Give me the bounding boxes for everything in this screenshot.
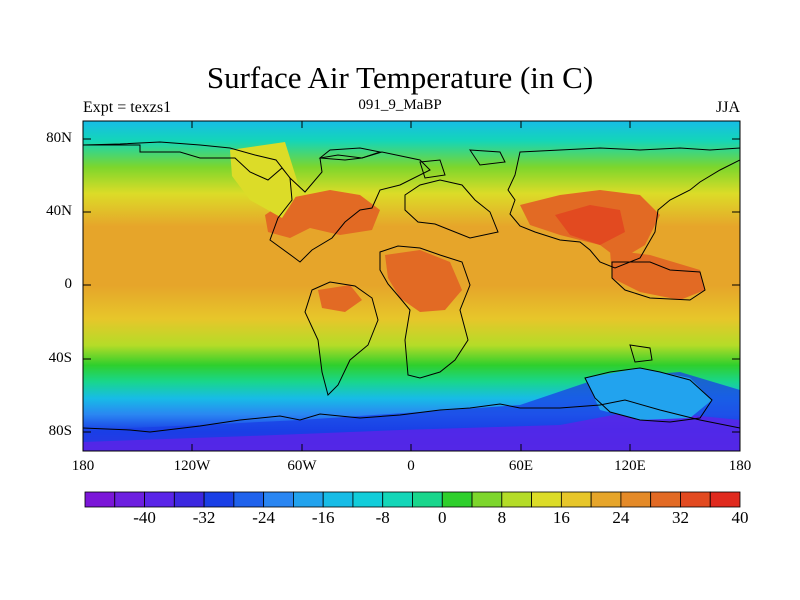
colorbar-label: -40 bbox=[133, 508, 156, 527]
hot-region-asia-core bbox=[555, 205, 625, 245]
colorbar-swatch bbox=[441, 491, 473, 508]
colorbar bbox=[84, 491, 741, 508]
colorbar-swatch bbox=[471, 491, 503, 508]
cool-region-east-antarctica bbox=[585, 368, 712, 420]
experiment-label: Expt = texzs1 bbox=[83, 99, 172, 116]
colorbar-label: 40 bbox=[731, 508, 749, 527]
colorbar-label: -16 bbox=[311, 508, 335, 527]
lon-label-120w: 120W bbox=[173, 458, 211, 474]
colorbar-swatch bbox=[173, 491, 205, 508]
colorbar-label: 24 bbox=[612, 508, 630, 527]
colorbar-swatch bbox=[203, 491, 235, 508]
chart-title: Surface Air Temperature (in C) bbox=[206, 60, 594, 95]
colorbar-swatch bbox=[680, 491, 711, 508]
coastline-australia bbox=[584, 367, 713, 423]
coastline-europe bbox=[404, 179, 499, 239]
lon-label-0: 0 bbox=[407, 458, 415, 474]
hot-region-south-america bbox=[318, 285, 362, 312]
colorbar-swatch bbox=[531, 491, 562, 508]
colorbar-swatch bbox=[501, 491, 532, 508]
lon-label-120e: 120E bbox=[614, 458, 646, 474]
colorbar-swatch bbox=[84, 491, 116, 508]
colorbar-label: 16 bbox=[552, 508, 570, 527]
coastlines bbox=[83, 141, 740, 433]
coastline-north-america bbox=[83, 141, 431, 263]
colorbar-label: 32 bbox=[671, 508, 689, 527]
colorbar-swatch bbox=[263, 491, 294, 508]
colorbar-swatch bbox=[620, 491, 652, 508]
colorbar-swatch bbox=[352, 491, 384, 508]
lat-label-80n: 80N bbox=[46, 130, 72, 146]
hot-region-north-america bbox=[265, 190, 380, 238]
colorbar-swatch bbox=[412, 491, 443, 508]
coastline-greenland bbox=[318, 147, 382, 161]
colorbar-swatch bbox=[560, 491, 592, 508]
coastline-south-america bbox=[304, 281, 379, 396]
colorbar-swatch bbox=[233, 491, 265, 508]
colorbar-label: -32 bbox=[192, 508, 216, 527]
colorbar-swatch bbox=[144, 491, 175, 508]
colorbar-swatch bbox=[709, 491, 741, 508]
lat-label-40s: 40S bbox=[48, 350, 72, 366]
coastline-asia bbox=[507, 147, 740, 269]
colorbar-swatch bbox=[322, 491, 354, 508]
coastline-south-asia bbox=[611, 261, 706, 301]
lon-tick-marks bbox=[191, 121, 631, 451]
lat-label-80s: 80S bbox=[48, 423, 72, 439]
colorbar-label: -8 bbox=[375, 508, 390, 527]
lon-label-60w: 60W bbox=[287, 458, 317, 474]
lat-tick-marks bbox=[83, 138, 740, 433]
colorbar-swatch bbox=[382, 491, 413, 508]
colorbar-swatch bbox=[114, 491, 145, 508]
lat-label-0: 0 bbox=[64, 276, 73, 292]
colorbar-label: -24 bbox=[252, 508, 275, 527]
colorbar-label: 8 bbox=[497, 508, 507, 527]
lon-label-180e: 180 bbox=[728, 458, 752, 474]
chart-subtitle: 091_9_MaBP bbox=[358, 97, 442, 113]
lon-label-180w: 180 bbox=[71, 458, 95, 474]
season-label: JJA bbox=[715, 99, 740, 116]
colorbar-swatch bbox=[590, 491, 622, 508]
coastline-arctic-islands bbox=[419, 149, 653, 363]
lat-label-40n: 40N bbox=[46, 203, 72, 219]
cold-region-antarctica-core bbox=[83, 410, 740, 451]
colorbar-swatch bbox=[293, 491, 324, 508]
colorbar-swatch bbox=[650, 491, 681, 508]
warm-region-greenland bbox=[230, 142, 300, 218]
hot-region-africa bbox=[385, 250, 462, 312]
lon-label-60e: 60E bbox=[508, 458, 534, 474]
coastline-antarctica bbox=[83, 399, 740, 433]
colorbar-label: 0 bbox=[438, 508, 447, 527]
coastline-africa bbox=[379, 245, 471, 379]
